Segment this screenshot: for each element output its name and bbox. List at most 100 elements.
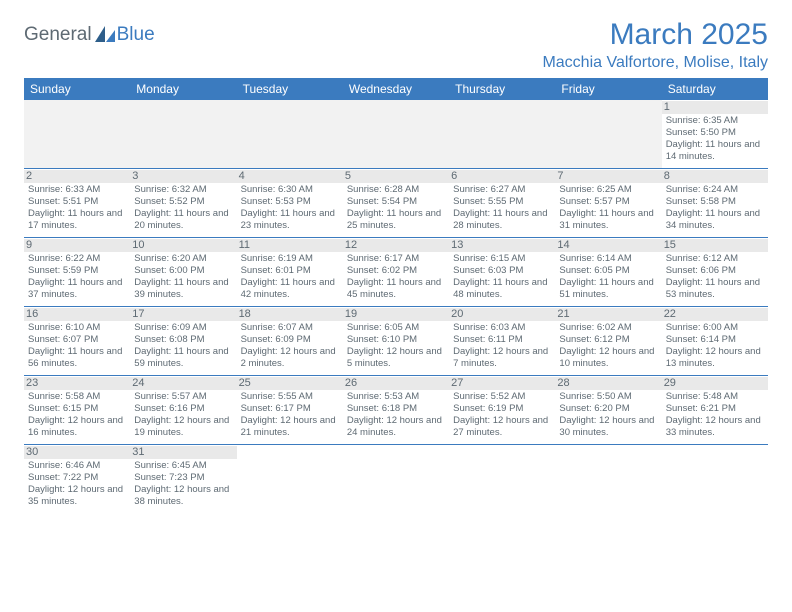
day-number: 24 <box>130 377 236 390</box>
day-cell: 18Sunrise: 6:07 AMSunset: 6:09 PMDayligh… <box>237 307 343 375</box>
day-cell: 9Sunrise: 6:22 AMSunset: 5:59 PMDaylight… <box>24 238 130 306</box>
week-row: 30Sunrise: 6:46 AMSunset: 7:22 PMDayligh… <box>24 445 768 513</box>
day-info: Sunrise: 6:17 AMSunset: 6:02 PMDaylight:… <box>347 253 445 301</box>
day-cell: 21Sunrise: 6:02 AMSunset: 6:12 PMDayligh… <box>555 307 661 375</box>
day-cell: 16Sunrise: 6:10 AMSunset: 6:07 PMDayligh… <box>24 307 130 375</box>
logo: General Blue <box>24 24 155 46</box>
empty-cell <box>555 445 661 513</box>
day-cell: 2Sunrise: 6:33 AMSunset: 5:51 PMDaylight… <box>24 169 130 237</box>
empty-cell <box>24 100 130 168</box>
day-cell: 6Sunrise: 6:27 AMSunset: 5:55 PMDaylight… <box>449 169 555 237</box>
location-subtitle: Macchia Valfortore, Molise, Italy <box>24 54 768 72</box>
day-cell: 27Sunrise: 5:52 AMSunset: 6:19 PMDayligh… <box>449 376 555 444</box>
day-number: 10 <box>130 239 236 252</box>
day-cell: 12Sunrise: 6:17 AMSunset: 6:02 PMDayligh… <box>343 238 449 306</box>
empty-cell <box>449 445 555 513</box>
week-row: 1Sunrise: 6:35 AMSunset: 5:50 PMDaylight… <box>24 100 768 169</box>
day-number: 16 <box>24 308 130 321</box>
day-number: 13 <box>449 239 555 252</box>
day-cell: 30Sunrise: 6:46 AMSunset: 7:22 PMDayligh… <box>24 445 130 513</box>
day-number: 9 <box>24 239 130 252</box>
day-number: 19 <box>343 308 449 321</box>
empty-cell <box>662 445 768 513</box>
day-info: Sunrise: 5:50 AMSunset: 6:20 PMDaylight:… <box>559 391 657 439</box>
day-cell: 20Sunrise: 6:03 AMSunset: 6:11 PMDayligh… <box>449 307 555 375</box>
day-header: Monday <box>130 78 236 100</box>
day-header: Friday <box>555 78 661 100</box>
day-number: 15 <box>662 239 768 252</box>
day-number: 4 <box>237 170 343 183</box>
day-number: 3 <box>130 170 236 183</box>
day-header: Tuesday <box>237 78 343 100</box>
day-header: Saturday <box>662 78 768 100</box>
day-cell: 10Sunrise: 6:20 AMSunset: 6:00 PMDayligh… <box>130 238 236 306</box>
day-cell: 4Sunrise: 6:30 AMSunset: 5:53 PMDaylight… <box>237 169 343 237</box>
day-info: Sunrise: 6:33 AMSunset: 5:51 PMDaylight:… <box>28 184 126 232</box>
day-info: Sunrise: 6:10 AMSunset: 6:07 PMDaylight:… <box>28 322 126 370</box>
title-block: March 2025 <box>610 18 768 52</box>
day-info: Sunrise: 6:09 AMSunset: 6:08 PMDaylight:… <box>134 322 232 370</box>
day-number: 17 <box>130 308 236 321</box>
day-info: Sunrise: 6:45 AMSunset: 7:23 PMDaylight:… <box>134 460 232 508</box>
day-cell: 19Sunrise: 6:05 AMSunset: 6:10 PMDayligh… <box>343 307 449 375</box>
day-number: 6 <box>449 170 555 183</box>
weeks-container: 1Sunrise: 6:35 AMSunset: 5:50 PMDaylight… <box>24 100 768 513</box>
day-info: Sunrise: 6:19 AMSunset: 6:01 PMDaylight:… <box>241 253 339 301</box>
day-number: 27 <box>449 377 555 390</box>
day-cell: 15Sunrise: 6:12 AMSunset: 6:06 PMDayligh… <box>662 238 768 306</box>
day-number: 7 <box>555 170 661 183</box>
day-cell: 31Sunrise: 6:45 AMSunset: 7:23 PMDayligh… <box>130 445 236 513</box>
day-cell: 7Sunrise: 6:25 AMSunset: 5:57 PMDaylight… <box>555 169 661 237</box>
day-info: Sunrise: 5:55 AMSunset: 6:17 PMDaylight:… <box>241 391 339 439</box>
day-info: Sunrise: 6:25 AMSunset: 5:57 PMDaylight:… <box>559 184 657 232</box>
day-info: Sunrise: 6:15 AMSunset: 6:03 PMDaylight:… <box>453 253 551 301</box>
day-cell: 26Sunrise: 5:53 AMSunset: 6:18 PMDayligh… <box>343 376 449 444</box>
week-row: 16Sunrise: 6:10 AMSunset: 6:07 PMDayligh… <box>24 307 768 376</box>
day-cell: 8Sunrise: 6:24 AMSunset: 5:58 PMDaylight… <box>662 169 768 237</box>
day-cell: 29Sunrise: 5:48 AMSunset: 6:21 PMDayligh… <box>662 376 768 444</box>
week-row: 23Sunrise: 5:58 AMSunset: 6:15 PMDayligh… <box>24 376 768 445</box>
day-info: Sunrise: 6:28 AMSunset: 5:54 PMDaylight:… <box>347 184 445 232</box>
day-header-row: SundayMondayTuesdayWednesdayThursdayFrid… <box>24 78 768 100</box>
day-info: Sunrise: 6:24 AMSunset: 5:58 PMDaylight:… <box>666 184 764 232</box>
day-info: Sunrise: 6:02 AMSunset: 6:12 PMDaylight:… <box>559 322 657 370</box>
day-info: Sunrise: 6:27 AMSunset: 5:55 PMDaylight:… <box>453 184 551 232</box>
day-info: Sunrise: 6:20 AMSunset: 6:00 PMDaylight:… <box>134 253 232 301</box>
day-info: Sunrise: 6:05 AMSunset: 6:10 PMDaylight:… <box>347 322 445 370</box>
day-cell: 17Sunrise: 6:09 AMSunset: 6:08 PMDayligh… <box>130 307 236 375</box>
day-info: Sunrise: 6:07 AMSunset: 6:09 PMDaylight:… <box>241 322 339 370</box>
logo-text-general: General <box>24 24 92 46</box>
empty-cell <box>555 100 661 168</box>
day-info: Sunrise: 6:30 AMSunset: 5:53 PMDaylight:… <box>241 184 339 232</box>
day-number: 23 <box>24 377 130 390</box>
empty-cell <box>237 100 343 168</box>
day-info: Sunrise: 6:14 AMSunset: 6:05 PMDaylight:… <box>559 253 657 301</box>
day-info: Sunrise: 5:57 AMSunset: 6:16 PMDaylight:… <box>134 391 232 439</box>
day-number: 2 <box>24 170 130 183</box>
day-header: Sunday <box>24 78 130 100</box>
day-number: 31 <box>130 446 236 459</box>
day-number: 5 <box>343 170 449 183</box>
week-row: 9Sunrise: 6:22 AMSunset: 5:59 PMDaylight… <box>24 238 768 307</box>
day-cell: 13Sunrise: 6:15 AMSunset: 6:03 PMDayligh… <box>449 238 555 306</box>
day-info: Sunrise: 5:52 AMSunset: 6:19 PMDaylight:… <box>453 391 551 439</box>
day-header: Wednesday <box>343 78 449 100</box>
day-info: Sunrise: 6:00 AMSunset: 6:14 PMDaylight:… <box>666 322 764 370</box>
day-number: 26 <box>343 377 449 390</box>
logo-text-blue: Blue <box>117 24 155 46</box>
empty-cell <box>130 100 236 168</box>
day-number: 20 <box>449 308 555 321</box>
day-number: 25 <box>237 377 343 390</box>
empty-cell <box>449 100 555 168</box>
day-number: 12 <box>343 239 449 252</box>
day-info: Sunrise: 5:48 AMSunset: 6:21 PMDaylight:… <box>666 391 764 439</box>
day-number: 1 <box>662 101 768 114</box>
day-number: 18 <box>237 308 343 321</box>
day-cell: 11Sunrise: 6:19 AMSunset: 6:01 PMDayligh… <box>237 238 343 306</box>
day-header: Thursday <box>449 78 555 100</box>
day-cell: 24Sunrise: 5:57 AMSunset: 6:16 PMDayligh… <box>130 376 236 444</box>
empty-cell <box>343 100 449 168</box>
day-info: Sunrise: 6:35 AMSunset: 5:50 PMDaylight:… <box>666 115 764 163</box>
day-number: 30 <box>24 446 130 459</box>
day-info: Sunrise: 6:03 AMSunset: 6:11 PMDaylight:… <box>453 322 551 370</box>
